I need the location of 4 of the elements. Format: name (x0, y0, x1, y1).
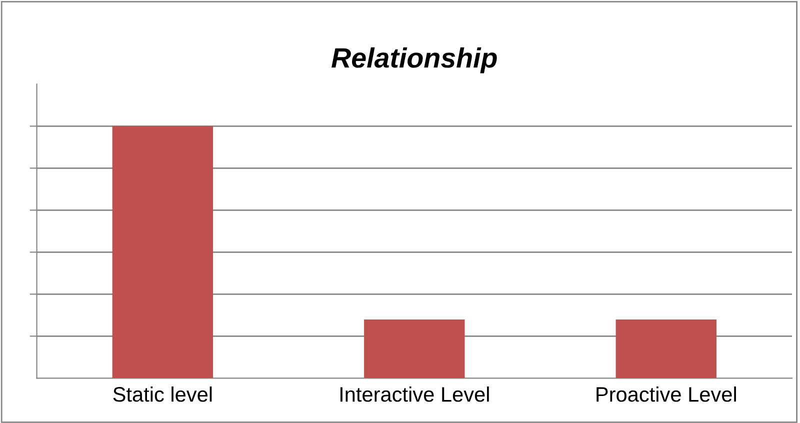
x-tick-label: Proactive Level (596, 386, 736, 402)
chart-title: Relationship (332, 47, 497, 74)
x-tick-label: Static level (113, 386, 212, 402)
x-tick-label: Interactive Level (340, 386, 489, 402)
